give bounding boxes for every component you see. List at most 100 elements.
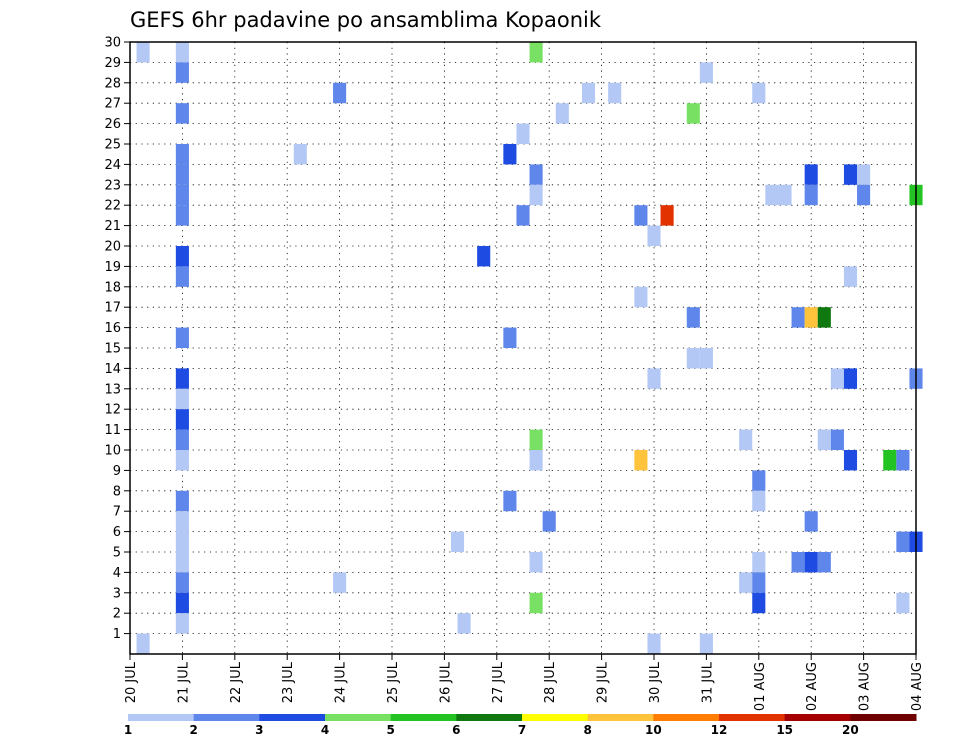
y-tick-label: 27 (104, 97, 121, 112)
x-tick-label: 27 JUL (491, 661, 506, 703)
colorbar-swatch (850, 714, 917, 721)
data-cell (175, 368, 189, 389)
x-tick-label: 28 JUL (543, 661, 558, 703)
x-tick-label: 31 JUL (700, 661, 715, 703)
data-cell (765, 184, 779, 206)
y-tick-label: 29 (104, 56, 121, 71)
data-cell (175, 450, 189, 471)
colorbar-label: 1 (124, 723, 132, 737)
data-cell (175, 266, 189, 287)
data-cell (634, 286, 648, 308)
colorbar-swatch (522, 714, 589, 721)
data-cell (660, 205, 674, 226)
data-cell (136, 633, 150, 654)
data-cell (516, 123, 530, 144)
colorbar-label: 15 (776, 723, 793, 737)
data-cell (634, 205, 648, 226)
data-cell (542, 511, 556, 532)
y-tick-label: 16 (104, 321, 121, 336)
data-cell (791, 307, 805, 328)
y-tick-label: 21 (104, 219, 121, 234)
y-tick-label: 20 (104, 240, 121, 255)
data-cell (503, 144, 517, 165)
colorbar-label: 4 (321, 723, 329, 737)
y-tick-label: 13 (104, 382, 121, 397)
data-cell (843, 450, 858, 471)
x-tick-label: 30 JUL (648, 661, 663, 703)
data-cell (516, 205, 530, 226)
y-tick-label: 9 (113, 464, 121, 479)
y-tick-label: 30 (104, 36, 121, 51)
data-cell (136, 42, 150, 63)
y-tick-label: 26 (104, 117, 121, 132)
data-cell (529, 164, 543, 185)
data-cell (634, 450, 648, 471)
data-cell (817, 307, 831, 328)
colorbar-swatch (193, 714, 260, 721)
data-cell (175, 552, 189, 573)
data-cell (581, 82, 596, 104)
data-cell (175, 144, 189, 165)
x-tick-label: 20 JUL (124, 661, 139, 703)
data-cell (175, 205, 189, 226)
colorbar-label: 7 (518, 723, 526, 737)
data-cell (175, 531, 189, 552)
colorbar-label: 20 (842, 723, 859, 737)
colorbar-swatch (653, 714, 720, 721)
data-cell (843, 266, 858, 287)
data-cell (804, 184, 818, 206)
data-cell (896, 592, 910, 614)
colorbar-label: 5 (386, 723, 394, 737)
y-tick-label: 2 (113, 607, 121, 622)
data-cell (804, 552, 818, 573)
data-cell (175, 103, 189, 124)
colorbar-swatch (325, 714, 392, 721)
data-cell (830, 368, 844, 389)
y-tick-label: 15 (104, 342, 121, 357)
y-tick-label: 7 (113, 505, 121, 520)
colorbar-swatch (719, 714, 786, 721)
data-cell (333, 572, 347, 593)
data-cell (686, 307, 700, 328)
data-cell (175, 511, 189, 532)
data-cells (136, 42, 923, 654)
data-cell (293, 144, 307, 165)
x-tick-label: 22 JUL (229, 661, 244, 703)
data-cell (503, 490, 517, 512)
data-cell (477, 246, 491, 267)
colorbar-swatch (259, 714, 326, 721)
y-tick-label: 25 (104, 138, 121, 153)
data-cell (529, 184, 543, 206)
data-cell (896, 531, 910, 552)
data-cell (457, 613, 471, 634)
data-cell (529, 42, 543, 63)
y-tick-label: 10 (104, 444, 121, 459)
data-cell (647, 368, 661, 389)
data-cell (175, 572, 189, 593)
data-cell (529, 552, 543, 573)
y-tick-label: 1 (113, 627, 121, 642)
y-tick-label: 17 (104, 301, 121, 316)
data-cell (804, 164, 818, 185)
y-tick-label: 23 (104, 178, 121, 193)
data-cell (739, 572, 753, 593)
y-tick-label: 6 (113, 525, 121, 540)
data-cell (529, 450, 543, 471)
data-cell (175, 490, 189, 512)
data-cell (450, 531, 465, 552)
data-cell (686, 103, 700, 124)
y-tick-label: 4 (113, 566, 121, 581)
data-cell (752, 592, 766, 614)
y-axis: 1234567891011121314151617181920212223242… (104, 36, 130, 642)
y-tick-label: 22 (104, 199, 121, 214)
data-cell (529, 592, 543, 614)
data-cell (752, 490, 766, 512)
x-tick-label: 24 JUL (334, 661, 349, 703)
colorbar-label: 8 (583, 723, 591, 737)
data-cell (752, 572, 766, 593)
colorbar-label: 12 (711, 723, 728, 737)
colorbar-swatch (587, 714, 654, 721)
chart-title: GEFS 6hr padavine po ansamblima Kopaonik (130, 8, 602, 32)
y-tick-label: 8 (113, 484, 121, 499)
